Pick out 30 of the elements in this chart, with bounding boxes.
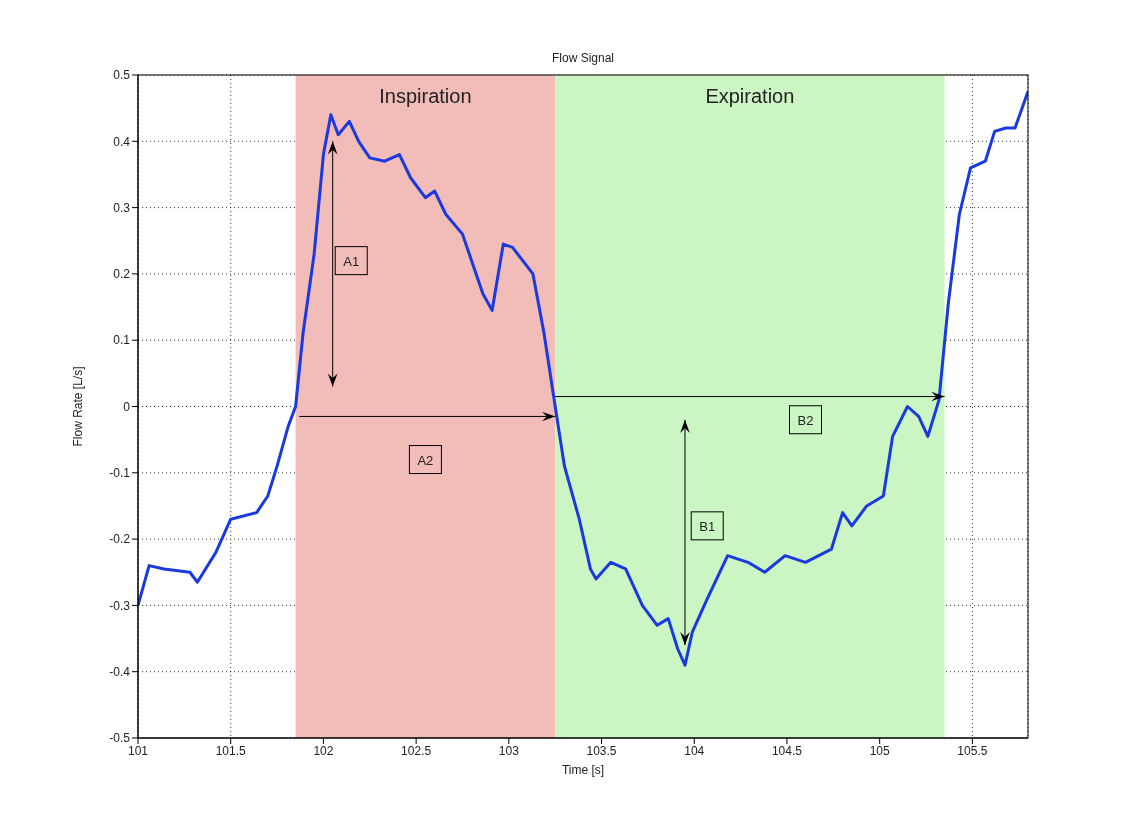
annotation: A1 <box>343 253 360 269</box>
x-tick-label: 102.5 <box>401 743 432 758</box>
y-tick-label: 0.5 <box>113 68 131 83</box>
band-label: Inspiration <box>379 85 472 108</box>
y-tick-label: -0.1 <box>109 466 131 481</box>
annotation: A2 <box>417 452 434 468</box>
y-tick-label: -0.2 <box>109 532 131 547</box>
y-axis-title: Flow Rate [L/s] <box>71 366 86 447</box>
chart-title: Flow Signal <box>551 51 615 65</box>
y-tick-label: 0.1 <box>113 333 131 348</box>
x-tick-label: 104 <box>684 743 705 758</box>
y-tick-label: -0.3 <box>109 598 131 613</box>
x-tick-label: 105.5 <box>957 743 988 758</box>
x-tick-label: 103.5 <box>586 743 617 758</box>
x-axis-title: Time [s] <box>561 763 605 777</box>
y-tick-label: 0.4 <box>113 134 131 149</box>
x-tick-label: 101 <box>127 743 149 758</box>
x-tick-label: 102 <box>313 743 334 758</box>
y-tick-label: 0.3 <box>113 200 131 215</box>
y-tick-label: 0.2 <box>113 267 131 282</box>
annotation: B1 <box>699 518 716 534</box>
annotation: B2 <box>797 412 814 428</box>
y-tick-label: 0 <box>123 399 131 414</box>
x-tick-label: 105 <box>869 743 890 758</box>
x-tick-label: 101.5 <box>215 743 247 758</box>
x-tick-label: 103 <box>498 743 520 758</box>
x-tick-label: 104.5 <box>771 743 803 758</box>
y-tick-label: -0.5 <box>109 731 131 746</box>
band-label: Expiration <box>705 85 795 108</box>
y-tick-label: -0.4 <box>109 664 131 679</box>
